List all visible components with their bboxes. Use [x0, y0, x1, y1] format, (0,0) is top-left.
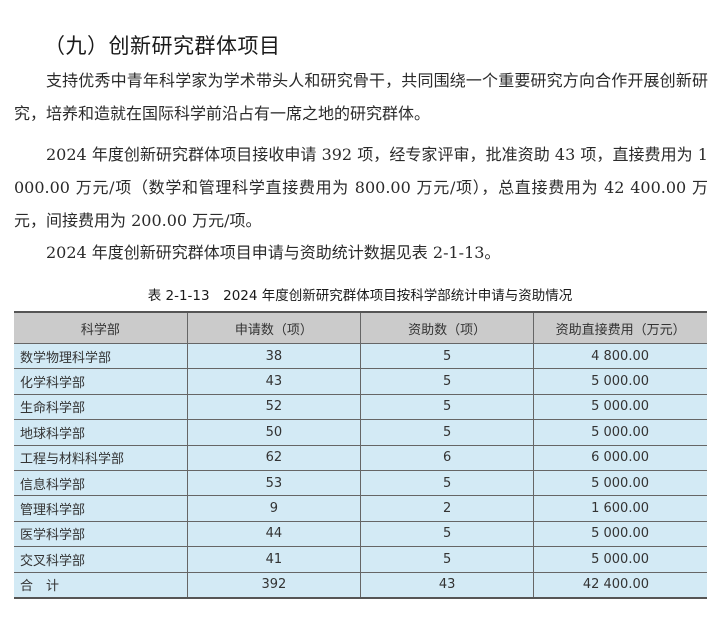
- cell-funded: 5: [359, 419, 535, 446]
- table-total-row: 合 计 392 43 42 400.00: [14, 571, 707, 599]
- cell-funded: 5: [359, 393, 535, 421]
- cell-direct-cost: 5 000.00: [533, 469, 707, 497]
- cell-department: 信息科学部: [14, 469, 188, 497]
- header-direct-cost: 资助直接费用（万元）: [533, 312, 707, 344]
- cell-applications: 62: [186, 444, 362, 471]
- cell-department: 化学科学部: [14, 368, 188, 395]
- section-heading: （九）创新研究群体项目: [44, 34, 281, 58]
- cell-direct-cost: 5 000.00: [533, 393, 707, 421]
- cell-department: 地球科学部: [14, 419, 188, 446]
- table-row: 地球科学部 50 5 5 000.00: [14, 419, 707, 446]
- table-row: 数学物理科学部 38 5 4 800.00: [14, 342, 707, 370]
- table-caption: 表 2-1-13 2024 年度创新研究群体项目按科学部统计申请与资助情况: [147, 288, 573, 304]
- cell-department: 医学科学部: [14, 520, 188, 548]
- table-row: 生命科学部 52 5 5 000.00: [14, 393, 707, 421]
- cell-funded: 5: [359, 546, 535, 573]
- cell-department: 管理科学部: [14, 495, 188, 522]
- table-row: 交叉科学部 41 5 5 000.00: [14, 546, 707, 573]
- paragraph-table-ref: 2024 年度创新研究群体项目申请与资助统计数据见表 2-1-13。: [46, 243, 501, 262]
- funding-table: 科学部 申请数（项） 资助数（项） 资助直接费用（万元） 数学物理科学部 38 5 4…: [14, 311, 707, 599]
- cell-direct-cost: 5 000.00: [533, 520, 707, 548]
- cell-applications: 392: [186, 571, 362, 599]
- cell-direct-cost: 5 000.00: [533, 546, 707, 573]
- cell-funded: 5: [359, 368, 535, 395]
- cell-applications: 41: [186, 546, 362, 573]
- cell-applications: 9: [186, 495, 362, 522]
- cell-direct-cost: 5 000.00: [533, 419, 707, 446]
- table-row: 工程与材料科学部 62 6 6 000.00: [14, 444, 707, 471]
- cell-funded: 5: [359, 469, 535, 497]
- cell-department: 工程与材料科学部: [14, 444, 188, 471]
- cell-department: 数学物理科学部: [14, 342, 188, 370]
- cell-department: 合 计: [14, 571, 188, 599]
- paragraph-intro: 支持优秀中青年科学家为学术带头人和研究骨干，共同围绕一个重要研究方向合作开展创新…: [14, 71, 708, 123]
- cell-applications: 50: [186, 419, 362, 446]
- table-row: 化学科学部 43 5 5 000.00: [14, 368, 707, 395]
- cell-applications: 38: [186, 342, 362, 370]
- cell-department: 交叉科学部: [14, 546, 188, 573]
- cell-direct-cost: 4 800.00: [533, 342, 707, 370]
- table-row: 医学科学部 44 5 5 000.00: [14, 520, 707, 548]
- table-row: 信息科学部 53 5 5 000.00: [14, 469, 707, 497]
- cell-funded: 43: [359, 571, 535, 599]
- cell-department: 生命科学部: [14, 393, 188, 421]
- cell-direct-cost: 1 600.00: [533, 495, 707, 522]
- cell-direct-cost: 42 400.00: [533, 571, 707, 599]
- header-applications: 申请数（项）: [186, 312, 362, 344]
- cell-applications: 52: [186, 393, 362, 421]
- cell-applications: 44: [186, 520, 362, 548]
- table-header-row: 科学部 申请数（项） 资助数（项） 资助直接费用（万元）: [14, 312, 707, 344]
- cell-funded: 5: [359, 520, 535, 548]
- cell-direct-cost: 6 000.00: [533, 444, 707, 471]
- cell-funded: 6: [359, 444, 535, 471]
- cell-applications: 53: [186, 469, 362, 497]
- header-department: 科学部: [14, 312, 188, 344]
- cell-funded: 2: [359, 495, 535, 522]
- table-row: 管理科学部 9 2 1 600.00: [14, 495, 707, 522]
- cell-direct-cost: 5 000.00: [533, 368, 707, 395]
- header-funded: 资助数（项）: [359, 312, 535, 344]
- cell-applications: 43: [186, 368, 362, 395]
- cell-funded: 5: [359, 342, 535, 370]
- paragraph-stats: 2024 年度创新研究群体项目接收申请 392 项，经专家评审，批准资助 43 …: [14, 145, 708, 230]
